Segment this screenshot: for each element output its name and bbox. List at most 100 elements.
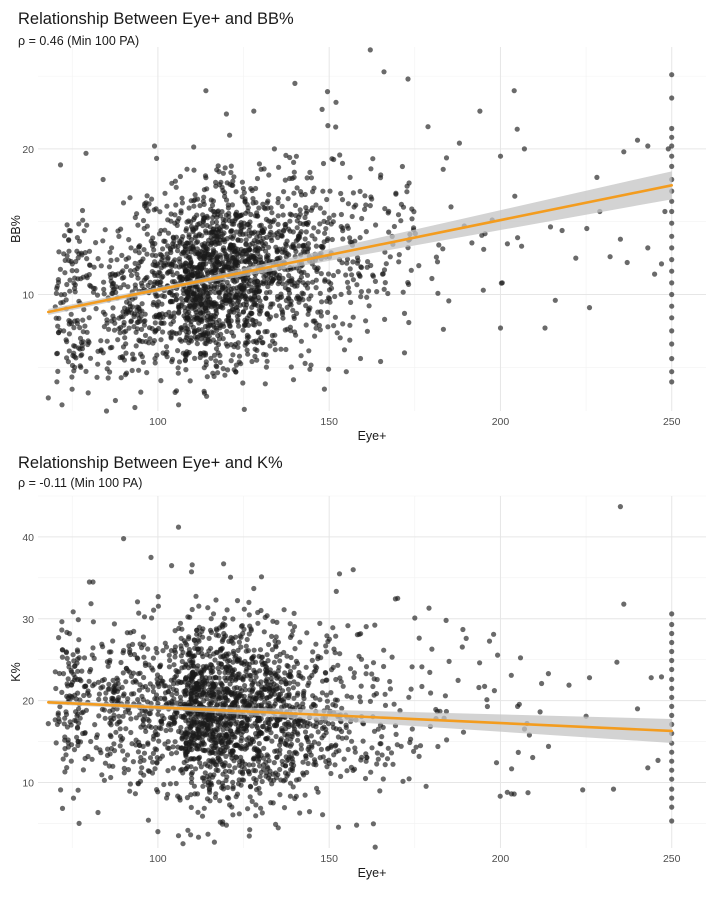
y-axis-title: K% xyxy=(9,662,23,681)
data-point xyxy=(586,675,593,681)
data-point xyxy=(203,228,209,234)
data-point xyxy=(364,294,370,300)
data-point xyxy=(669,648,675,655)
data-point xyxy=(136,610,142,616)
data-point xyxy=(669,134,675,140)
data-point xyxy=(273,821,279,827)
data-point xyxy=(66,248,72,254)
data-point xyxy=(291,610,297,616)
data-point xyxy=(187,725,193,731)
data-point xyxy=(196,755,202,761)
data-point xyxy=(220,321,226,327)
data-point xyxy=(669,163,675,169)
data-point xyxy=(215,370,221,376)
data-point xyxy=(232,264,238,270)
data-point xyxy=(416,263,422,269)
data-point xyxy=(222,760,228,766)
data-point xyxy=(208,645,214,651)
data-point xyxy=(166,664,172,670)
data-point xyxy=(212,301,218,307)
data-point xyxy=(187,337,193,343)
x-axis-title: Eye+ xyxy=(358,866,387,880)
data-point xyxy=(91,264,97,270)
data-point xyxy=(213,308,219,314)
data-point xyxy=(268,205,274,211)
data-point xyxy=(172,654,178,660)
data-point xyxy=(176,256,183,262)
data-point xyxy=(193,284,199,290)
data-point xyxy=(294,310,300,316)
data-point xyxy=(312,695,318,701)
data-point xyxy=(95,348,101,354)
data-point xyxy=(224,607,230,613)
data-point xyxy=(302,214,308,221)
data-point xyxy=(344,279,351,285)
data-point xyxy=(147,755,154,761)
data-point xyxy=(185,274,191,280)
data-point xyxy=(266,192,272,198)
data-point xyxy=(645,245,651,251)
data-point xyxy=(256,321,263,327)
data-point xyxy=(198,646,204,652)
data-point xyxy=(170,744,176,750)
data-point xyxy=(283,726,289,732)
data-point xyxy=(142,318,148,324)
data-point xyxy=(504,789,510,795)
data-point xyxy=(406,281,412,287)
data-point xyxy=(141,322,148,328)
data-point xyxy=(297,639,303,645)
data-point xyxy=(320,188,326,194)
data-point xyxy=(199,813,206,819)
data-point xyxy=(167,330,173,336)
data-point xyxy=(311,702,317,708)
data-point xyxy=(317,290,323,296)
data-point xyxy=(244,282,250,289)
data-point xyxy=(247,247,253,253)
data-point xyxy=(176,728,182,734)
data-points xyxy=(45,504,675,850)
data-point xyxy=(305,746,311,752)
data-point xyxy=(159,275,165,281)
data-point xyxy=(398,743,404,749)
data-point xyxy=(54,285,60,292)
data-point xyxy=(176,310,182,316)
data-point xyxy=(256,740,262,747)
data-point xyxy=(183,367,189,373)
data-point xyxy=(155,299,162,305)
data-point xyxy=(59,402,65,408)
data-point xyxy=(142,707,148,714)
data-point xyxy=(412,615,418,621)
data-point xyxy=(195,809,201,815)
data-point xyxy=(222,190,228,196)
data-point xyxy=(366,288,372,294)
data-point xyxy=(610,786,617,792)
data-point xyxy=(346,289,352,296)
data-point xyxy=(164,203,170,209)
data-point xyxy=(332,762,338,768)
data-point xyxy=(81,655,88,661)
data-point xyxy=(205,336,211,342)
data-point xyxy=(141,247,147,253)
data-point xyxy=(98,263,104,269)
data-point xyxy=(246,769,252,775)
data-point xyxy=(284,733,290,739)
data-point xyxy=(345,201,351,207)
data-point xyxy=(238,361,244,367)
data-point xyxy=(332,650,338,656)
data-point xyxy=(347,337,353,343)
data-point xyxy=(338,190,344,197)
data-point xyxy=(90,619,96,625)
data-point xyxy=(63,711,70,717)
data-point xyxy=(291,695,297,701)
data-point xyxy=(239,253,245,260)
data-point xyxy=(176,302,182,308)
data-point xyxy=(617,504,624,510)
data-point xyxy=(321,210,327,216)
data-point xyxy=(333,633,339,639)
data-point xyxy=(251,776,257,782)
data-point xyxy=(121,282,127,288)
data-point xyxy=(155,789,161,795)
data-point xyxy=(665,146,671,152)
data-point xyxy=(168,211,174,217)
data-point xyxy=(634,706,641,712)
